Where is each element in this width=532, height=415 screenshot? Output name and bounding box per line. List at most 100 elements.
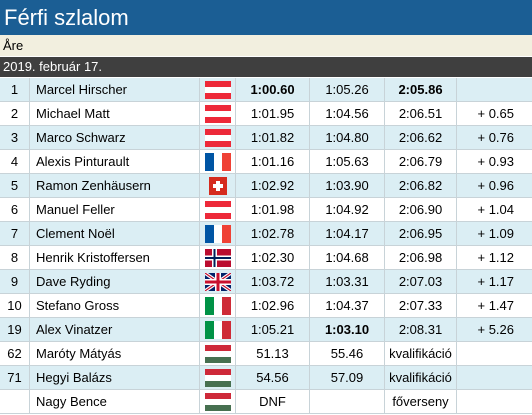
diff-cell bbox=[457, 390, 532, 413]
result-row: 7 Clement Noël 1:02.78 1:04.17 2:06.95 + 1.09 bbox=[0, 222, 532, 246]
result-row: 10 Stefano Gross 1:02.96 1:04.37 2:07.33 + 1.… bbox=[0, 294, 532, 318]
diff-cell: + 0.96 bbox=[477, 178, 514, 193]
flag-cell bbox=[200, 102, 236, 125]
flag bbox=[205, 273, 231, 291]
flag bbox=[205, 297, 231, 315]
diff-cell: + 1.12 bbox=[477, 250, 514, 265]
run2-cell: 1:04.17 bbox=[310, 222, 385, 245]
run2-cell: 1:04.92 bbox=[310, 198, 385, 221]
total-cell: kvalifikáció bbox=[385, 366, 457, 389]
run2-cell: 1:03.90 bbox=[310, 174, 385, 197]
total-cell: 2:08.31 bbox=[385, 318, 457, 341]
flag-cell bbox=[200, 318, 236, 341]
total-cell: kvalifikáció bbox=[385, 342, 457, 365]
name-cell: Alex Vinatzer bbox=[30, 318, 200, 341]
diff-cell: + 1.09 bbox=[477, 226, 514, 241]
flag-cell bbox=[200, 126, 236, 149]
flag bbox=[205, 345, 231, 363]
flag-cell bbox=[200, 198, 236, 221]
run1-cell: 54.56 bbox=[236, 366, 310, 389]
run1-cell: 1:01.16 bbox=[236, 150, 310, 173]
run1-cell: 1:02.92 bbox=[236, 174, 310, 197]
diff-cell bbox=[457, 366, 532, 389]
diff-cell: + 1.47 bbox=[477, 298, 514, 313]
total-cell: 2:06.82 bbox=[385, 174, 457, 197]
total-cell: 2:06.62 bbox=[385, 126, 457, 149]
total-cell: főverseny bbox=[385, 390, 457, 413]
result-row: 62 Maróty Mátyás 51.13 55.46 kvalifikáció bbox=[0, 342, 532, 366]
name-cell: Dave Ryding bbox=[30, 270, 200, 293]
name-cell: Hegyi Balázs bbox=[30, 366, 200, 389]
name-cell: Clement Noël bbox=[30, 222, 200, 245]
name-cell: Marco Schwarz bbox=[30, 126, 200, 149]
flag bbox=[205, 225, 231, 243]
run2-cell: 57.09 bbox=[310, 366, 385, 389]
name-cell: Nagy Bence bbox=[30, 390, 200, 413]
flag bbox=[205, 153, 231, 171]
rank-cell: 19 bbox=[0, 318, 30, 341]
flag-cell bbox=[200, 222, 236, 245]
result-row: 71 Hegyi Balázs 54.56 57.09 kvalifikáció bbox=[0, 366, 532, 390]
result-row: 8 Henrik Kristoffersen 1:02.30 1:04.68 2:06.… bbox=[0, 246, 532, 270]
rank-cell: 10 bbox=[0, 294, 30, 317]
diff-cell bbox=[457, 78, 532, 101]
rank-cell: 5 bbox=[0, 174, 30, 197]
flag bbox=[205, 129, 231, 147]
flag-cell bbox=[200, 390, 236, 413]
run2-cell: 1:04.80 bbox=[310, 126, 385, 149]
flag-cell bbox=[200, 150, 236, 173]
name-cell: Stefano Gross bbox=[30, 294, 200, 317]
name-cell: Marcel Hirscher bbox=[30, 78, 200, 101]
flag bbox=[209, 177, 227, 195]
total-cell: 2:06.90 bbox=[385, 198, 457, 221]
run1-cell: 1:01.82 bbox=[236, 126, 310, 149]
run1-cell: DNF bbox=[236, 390, 310, 413]
rank-cell: 7 bbox=[0, 222, 30, 245]
result-row: 6 Manuel Feller 1:01.98 1:04.92 2:06.90 + 1.0… bbox=[0, 198, 532, 222]
run2-cell: 1:04.68 bbox=[310, 246, 385, 269]
total-cell: 2:06.51 bbox=[385, 102, 457, 125]
rank-cell: 9 bbox=[0, 270, 30, 293]
name-cell: Ramon Zenhäusern bbox=[30, 174, 200, 197]
name-cell: Alexis Pinturault bbox=[30, 150, 200, 173]
rank-cell: 3 bbox=[0, 126, 30, 149]
venue: Åre bbox=[0, 35, 532, 56]
diff-cell: + 0.65 bbox=[477, 106, 514, 121]
flag-cell bbox=[200, 78, 236, 101]
total-cell: 2:06.95 bbox=[385, 222, 457, 245]
run1-cell: 1:02.30 bbox=[236, 246, 310, 269]
result-row: 4 Alexis Pinturault 1:01.16 1:05.63 2:06.79 +… bbox=[0, 150, 532, 174]
result-row: 1 Marcel Hirscher 1:00.60 1:05.26 2:05.86 bbox=[0, 78, 532, 102]
total-cell: 2:07.03 bbox=[385, 270, 457, 293]
total-cell: 2:07.33 bbox=[385, 294, 457, 317]
flag bbox=[205, 81, 231, 99]
result-row: 5 Ramon Zenhäusern 1:02.92 1:03.90 2:06.82 + … bbox=[0, 174, 532, 198]
run2-cell: 55.46 bbox=[310, 342, 385, 365]
flag bbox=[205, 249, 231, 267]
rank-cell: 71 bbox=[0, 366, 30, 389]
run1-cell: 1:05.21 bbox=[236, 318, 310, 341]
run1-cell: 1:00.60 bbox=[236, 78, 310, 101]
rank-cell: 4 bbox=[0, 150, 30, 173]
diff-cell: + 5.26 bbox=[477, 322, 514, 337]
flag-cell bbox=[200, 366, 236, 389]
rank-cell: 1 bbox=[0, 78, 30, 101]
result-row: 3 Marco Schwarz 1:01.82 1:04.80 2:06.62 + 0.7… bbox=[0, 126, 532, 150]
total-cell: 2:05.86 bbox=[385, 78, 457, 101]
run1-cell: 1:02.78 bbox=[236, 222, 310, 245]
flag bbox=[205, 105, 231, 123]
flag-cell bbox=[200, 270, 236, 293]
flag bbox=[205, 321, 231, 339]
rank-cell: 6 bbox=[0, 198, 30, 221]
name-cell: Henrik Kristoffersen bbox=[30, 246, 200, 269]
flag-cell bbox=[200, 246, 236, 269]
flag-cell bbox=[200, 294, 236, 317]
run2-cell: 1:04.56 bbox=[310, 102, 385, 125]
rank-cell: 8 bbox=[0, 246, 30, 269]
run2-cell: 1:05.26 bbox=[310, 78, 385, 101]
run2-cell: 1:03.10 bbox=[310, 318, 385, 341]
diff-cell: + 1.04 bbox=[477, 202, 514, 217]
run2-cell: 1:03.31 bbox=[310, 270, 385, 293]
flag-cell bbox=[200, 174, 236, 197]
